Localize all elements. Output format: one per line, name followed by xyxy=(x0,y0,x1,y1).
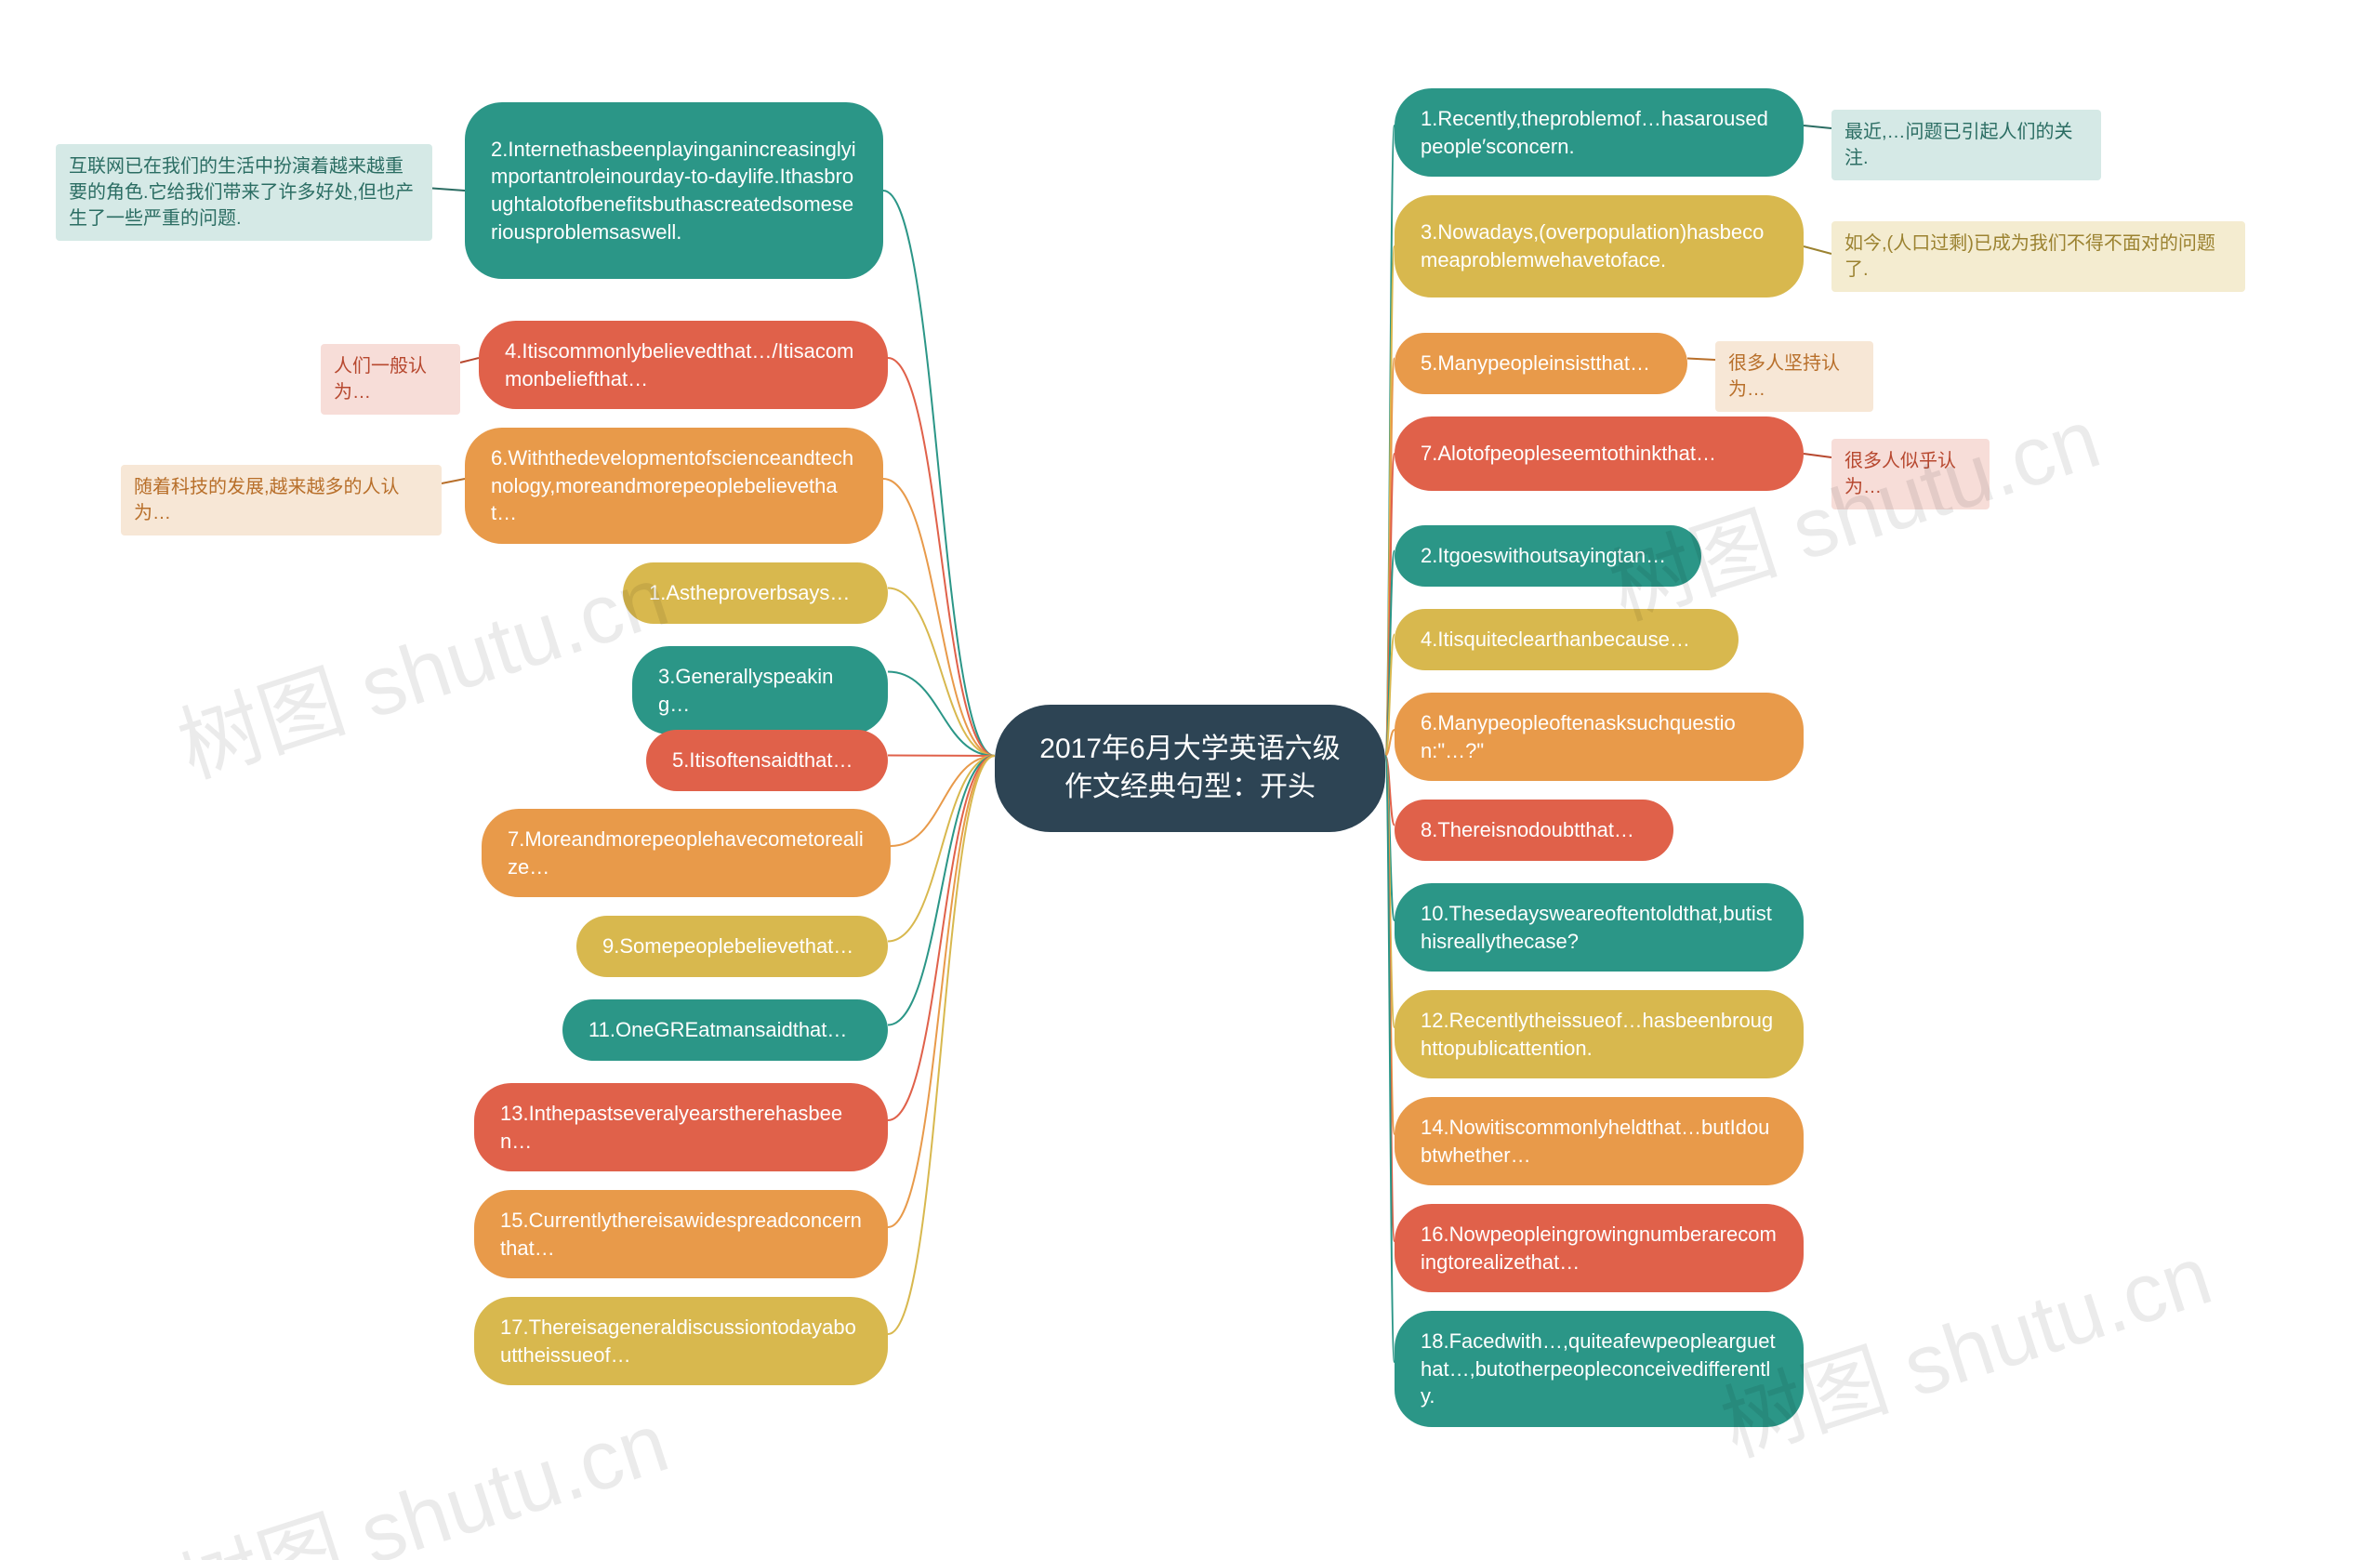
node-label: 5.Itisoftensaidthat… xyxy=(672,747,853,774)
node-r4b[interactable]: 4.Itisquiteclearthanbecause… xyxy=(1395,609,1739,670)
node-r8[interactable]: 8.Thereisnodoubtthat… xyxy=(1395,800,1673,861)
node-label: 2.Internethasbeenplayinganincreasinglyim… xyxy=(491,136,857,246)
node-r3[interactable]: 3.Nowadays,(overpopulation)hasbecomeapro… xyxy=(1395,195,1804,297)
node-l5[interactable]: 5.Itisoftensaidthat… xyxy=(646,730,888,791)
node-l3[interactable]: 3.Generallyspeaking… xyxy=(632,646,888,734)
node-label: 3.Nowadays,(overpopulation)hasbecomeapro… xyxy=(1421,218,1778,273)
node-label: 15.Currentlythereisawidespreadconcerntha… xyxy=(500,1207,862,1262)
node-l13[interactable]: 13.Inthepastseveralyearstherehasbeen… xyxy=(474,1083,888,1171)
node-label: 16.Nowpeopleingrowingnumberarecomingtore… xyxy=(1421,1221,1778,1276)
node-l2[interactable]: 2.Internethasbeenplayinganincreasinglyim… xyxy=(465,102,883,279)
node-label: 7.Alotofpeopleseemtothinkthat… xyxy=(1421,440,1716,468)
node-r7[interactable]: 7.Alotofpeopleseemtothinkthat… xyxy=(1395,416,1804,491)
node-label: 8.Thereisnodoubtthat… xyxy=(1421,816,1634,844)
node-r16[interactable]: 16.Nowpeopleingrowingnumberarecomingtore… xyxy=(1395,1204,1804,1292)
node-label: 10.Thesedaysweareoftentoldthat,butisthis… xyxy=(1421,900,1778,955)
node-label: 11.OneGREatmansaidthat… xyxy=(588,1016,847,1044)
node-l4[interactable]: 4.Itiscommonlybelievedthat…/Itisacommonb… xyxy=(479,321,888,409)
node-label: 6.Withthedevelopmentofscienceandtechnolo… xyxy=(491,444,857,527)
node-label: 12.Recentlytheissueof…hasbeenbroughttopu… xyxy=(1421,1007,1778,1062)
node-r1[interactable]: 1.Recently,theproblemof…hasarousedpeople… xyxy=(1395,88,1804,177)
node-label: 17.Thereisageneraldiscussiontodayaboutth… xyxy=(500,1314,862,1368)
node-l15[interactable]: 15.Currentlythereisawidespreadconcerntha… xyxy=(474,1190,888,1278)
node-label: 18.Facedwith…,quiteafewpeoplearguethat…,… xyxy=(1421,1328,1778,1410)
node-l6[interactable]: 6.Withthedevelopmentofscienceandtechnolo… xyxy=(465,428,883,544)
node-r18[interactable]: 18.Facedwith…,quiteafewpeoplearguethat…,… xyxy=(1395,1311,1804,1427)
annotation-a1: 最近,…问题已引起人们的关注. xyxy=(1831,110,2101,180)
node-center[interactable]: 2017年6月大学英语六级 作文经典句型：开头 xyxy=(995,705,1385,832)
node-label: 14.Nowitiscommonlyheldthat…butIdoubtwhet… xyxy=(1421,1114,1778,1169)
node-l9[interactable]: 9.Somepeoplebelievethat… xyxy=(576,916,888,977)
node-label: 9.Somepeoplebelievethat… xyxy=(602,932,853,960)
watermark: 树图 shutu.cn xyxy=(161,529,681,800)
node-r2b[interactable]: 2.Itgoeswithoutsayingtan… xyxy=(1395,525,1701,587)
node-l11[interactable]: 11.OneGREatmansaidthat… xyxy=(562,999,888,1061)
node-l7[interactable]: 7.Moreandmorepeoplehavecometorealize… xyxy=(482,809,891,897)
node-label: 13.Inthepastseveralyearstherehasbeen… xyxy=(500,1100,862,1155)
annotation-a6: 随着科技的发展,越来越多的人认为… xyxy=(121,465,442,535)
node-label: 6.Manypeopleoftenasksuchquestion:"…?" xyxy=(1421,709,1778,764)
node-l1[interactable]: 1.Astheproverbsays… xyxy=(623,562,888,624)
node-label: 1.Astheproverbsays… xyxy=(649,579,850,607)
node-label: 2017年6月大学英语六级 作文经典句型：开头 xyxy=(1039,731,1340,806)
node-r6b[interactable]: 6.Manypeopleoftenasksuchquestion:"…?" xyxy=(1395,693,1804,781)
node-r5[interactable]: 5.Manypeopleinsistthat… xyxy=(1395,333,1687,394)
node-label: 7.Moreandmorepeoplehavecometorealize… xyxy=(508,826,865,880)
node-r14[interactable]: 14.Nowitiscommonlyheldthat…butIdoubtwhet… xyxy=(1395,1097,1804,1185)
node-r12[interactable]: 12.Recentlytheissueof…hasbeenbroughttopu… xyxy=(1395,990,1804,1078)
annotation-a4: 人们一般认为… xyxy=(321,344,460,415)
node-label: 3.Generallyspeaking… xyxy=(658,663,862,718)
node-r10[interactable]: 10.Thesedaysweareoftentoldthat,butisthis… xyxy=(1395,883,1804,972)
node-label: 4.Itiscommonlybelievedthat…/Itisacommonb… xyxy=(505,337,862,392)
watermark: 树图 shutu.cn xyxy=(161,1375,681,1560)
node-label: 5.Manypeopleinsistthat… xyxy=(1421,350,1650,377)
node-label: 1.Recently,theproblemof…hasarousedpeople… xyxy=(1421,105,1778,160)
annotation-a5: 很多人坚持认为… xyxy=(1715,341,1873,412)
node-label: 2.Itgoeswithoutsayingtan… xyxy=(1421,542,1666,570)
node-l17[interactable]: 17.Thereisageneraldiscussiontodayaboutth… xyxy=(474,1297,888,1385)
annotation-a3: 如今,(人口过剩)已成为我们不得不面对的问题了. xyxy=(1831,221,2245,292)
annotation-a2: 互联网已在我们的生活中扮演着越来越重要的角色.它给我们带来了许多好处,但也产生了… xyxy=(56,144,432,241)
annotation-a7: 很多人似乎认为… xyxy=(1831,439,1990,509)
node-label: 4.Itisquiteclearthanbecause… xyxy=(1421,626,1690,654)
